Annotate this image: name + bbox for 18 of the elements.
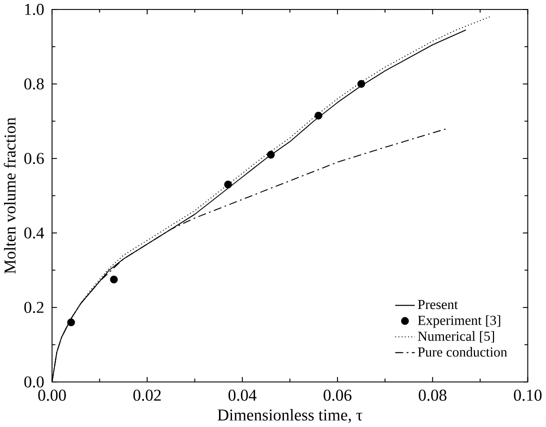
x-tick-label: 0.04 xyxy=(228,390,257,401)
x-tick-label: 0.10 xyxy=(514,390,542,401)
x-tick-label: 0.06 xyxy=(324,390,352,401)
legend-label: Experiment [3] xyxy=(418,315,500,328)
x-tick-label: 0.08 xyxy=(418,390,446,401)
x-axis-title: Dimensionless time, τ xyxy=(218,409,362,424)
y-tick-label: 1.0 xyxy=(25,4,44,16)
x-tick-label: 0.02 xyxy=(133,390,161,401)
legend-label: Present xyxy=(418,300,458,310)
x-tick-label: 0.00 xyxy=(38,390,66,401)
legend-label: Numerical [5] xyxy=(418,331,494,343)
y-tick-label: 0.0 xyxy=(24,376,44,388)
y-tick-label: 0.4 xyxy=(24,227,44,239)
legend-label: Pure conduction xyxy=(418,347,508,357)
y-tick-label: 0.8 xyxy=(24,78,44,90)
y-tick-label: 0.2 xyxy=(24,302,44,314)
y-axis-title: Molten volume fraction xyxy=(4,118,16,274)
y-tick-label: 0.6 xyxy=(24,152,44,164)
